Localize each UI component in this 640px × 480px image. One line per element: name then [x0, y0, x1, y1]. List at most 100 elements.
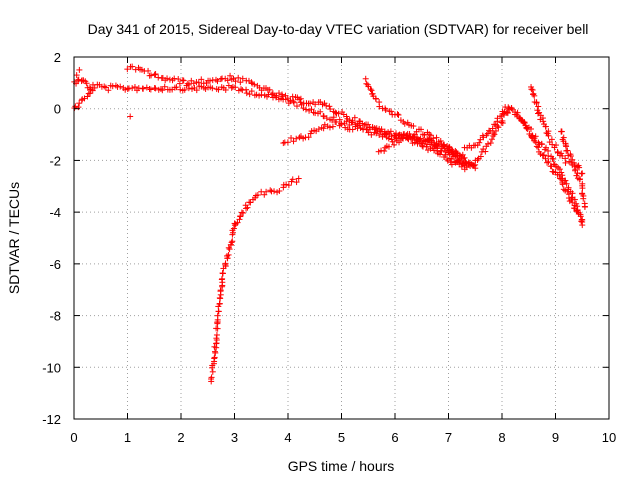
x-tick-label: 10 — [602, 430, 616, 445]
data-point — [124, 66, 131, 73]
data-point — [560, 186, 567, 193]
data-point — [129, 85, 136, 92]
data-point — [553, 142, 560, 149]
data-point — [173, 84, 180, 91]
data-point — [403, 134, 410, 141]
data-point — [456, 161, 463, 168]
data-point — [213, 76, 220, 83]
y-tick-label: -10 — [42, 360, 61, 375]
data-point — [190, 80, 197, 87]
data-point — [140, 85, 147, 92]
data-point — [317, 108, 324, 115]
data-point — [550, 155, 557, 162]
data-point — [127, 113, 134, 120]
data-point — [574, 170, 581, 177]
data-point — [236, 216, 243, 223]
data-point — [228, 239, 235, 246]
chart-title: Day 341 of 2015, Sidereal Day-to-day VTE… — [88, 21, 589, 37]
data-point — [576, 176, 583, 183]
data-point — [213, 335, 220, 342]
data-point — [227, 242, 234, 249]
y-axis-ticks: 2 0 -2 -4 -6 -8 -10 -12 — [42, 50, 609, 427]
data-point — [395, 111, 402, 118]
data-point — [562, 187, 569, 194]
data-point — [437, 151, 444, 158]
data-point — [576, 164, 583, 171]
data-point — [523, 125, 530, 132]
data-point — [157, 85, 164, 92]
data-point — [243, 86, 250, 93]
data-point — [186, 81, 193, 88]
data-point — [440, 142, 447, 149]
data-point — [492, 121, 499, 128]
data-point — [73, 72, 80, 79]
data-point — [480, 134, 487, 141]
data-point — [401, 120, 408, 127]
data-point — [444, 157, 451, 164]
data-point — [84, 93, 91, 100]
data-point — [491, 131, 498, 138]
data-point — [284, 139, 291, 146]
data-point — [391, 141, 398, 148]
data-point — [247, 199, 254, 206]
data-point — [524, 125, 531, 132]
data-point — [151, 71, 158, 78]
data-point — [75, 76, 82, 83]
data-point — [83, 80, 90, 87]
data-point — [240, 209, 247, 216]
data-point — [232, 78, 239, 85]
data-point — [535, 144, 542, 151]
data-point — [226, 246, 233, 253]
data-point — [117, 83, 124, 90]
data-point — [308, 106, 315, 113]
data-point — [209, 368, 216, 375]
data-point — [276, 187, 283, 194]
data-point — [217, 287, 224, 294]
data-point — [320, 125, 327, 132]
data-point — [372, 95, 379, 102]
data-point — [302, 106, 309, 113]
data-point — [477, 136, 484, 143]
data-point — [124, 86, 131, 93]
data-point — [564, 147, 571, 154]
data-point — [459, 160, 466, 167]
data-point — [488, 136, 495, 143]
data-point — [209, 85, 216, 92]
data-point — [216, 300, 223, 307]
data-point — [266, 86, 273, 93]
data-point — [545, 132, 552, 139]
data-point — [376, 131, 383, 138]
data-point — [145, 67, 152, 74]
y-tick-label: 2 — [54, 50, 61, 65]
data-point — [148, 72, 155, 79]
y-tick-label: -4 — [49, 205, 61, 220]
data-point — [574, 207, 581, 214]
data-point — [388, 108, 395, 115]
data-point — [580, 195, 587, 202]
data-point — [305, 134, 312, 141]
data-point — [425, 136, 432, 143]
data-point — [351, 114, 358, 121]
data-point — [381, 148, 388, 155]
data-point — [581, 203, 588, 210]
x-tick-label: 5 — [338, 430, 345, 445]
data-point — [548, 163, 555, 170]
data-point — [362, 75, 369, 82]
data-point — [437, 137, 444, 144]
data-point — [558, 175, 565, 182]
data-point — [211, 348, 218, 355]
data-point — [492, 127, 499, 134]
data-point — [279, 93, 286, 100]
data-point — [562, 159, 569, 166]
x-axis-label: GPS time / hours — [288, 458, 395, 474]
data-point — [359, 120, 366, 127]
data-point — [327, 106, 334, 113]
data-point — [457, 152, 464, 159]
data-point — [557, 175, 564, 182]
data-point — [349, 117, 356, 124]
data-point — [315, 126, 322, 133]
data-point — [442, 151, 449, 158]
data-point — [246, 91, 253, 98]
data-point — [373, 125, 380, 132]
